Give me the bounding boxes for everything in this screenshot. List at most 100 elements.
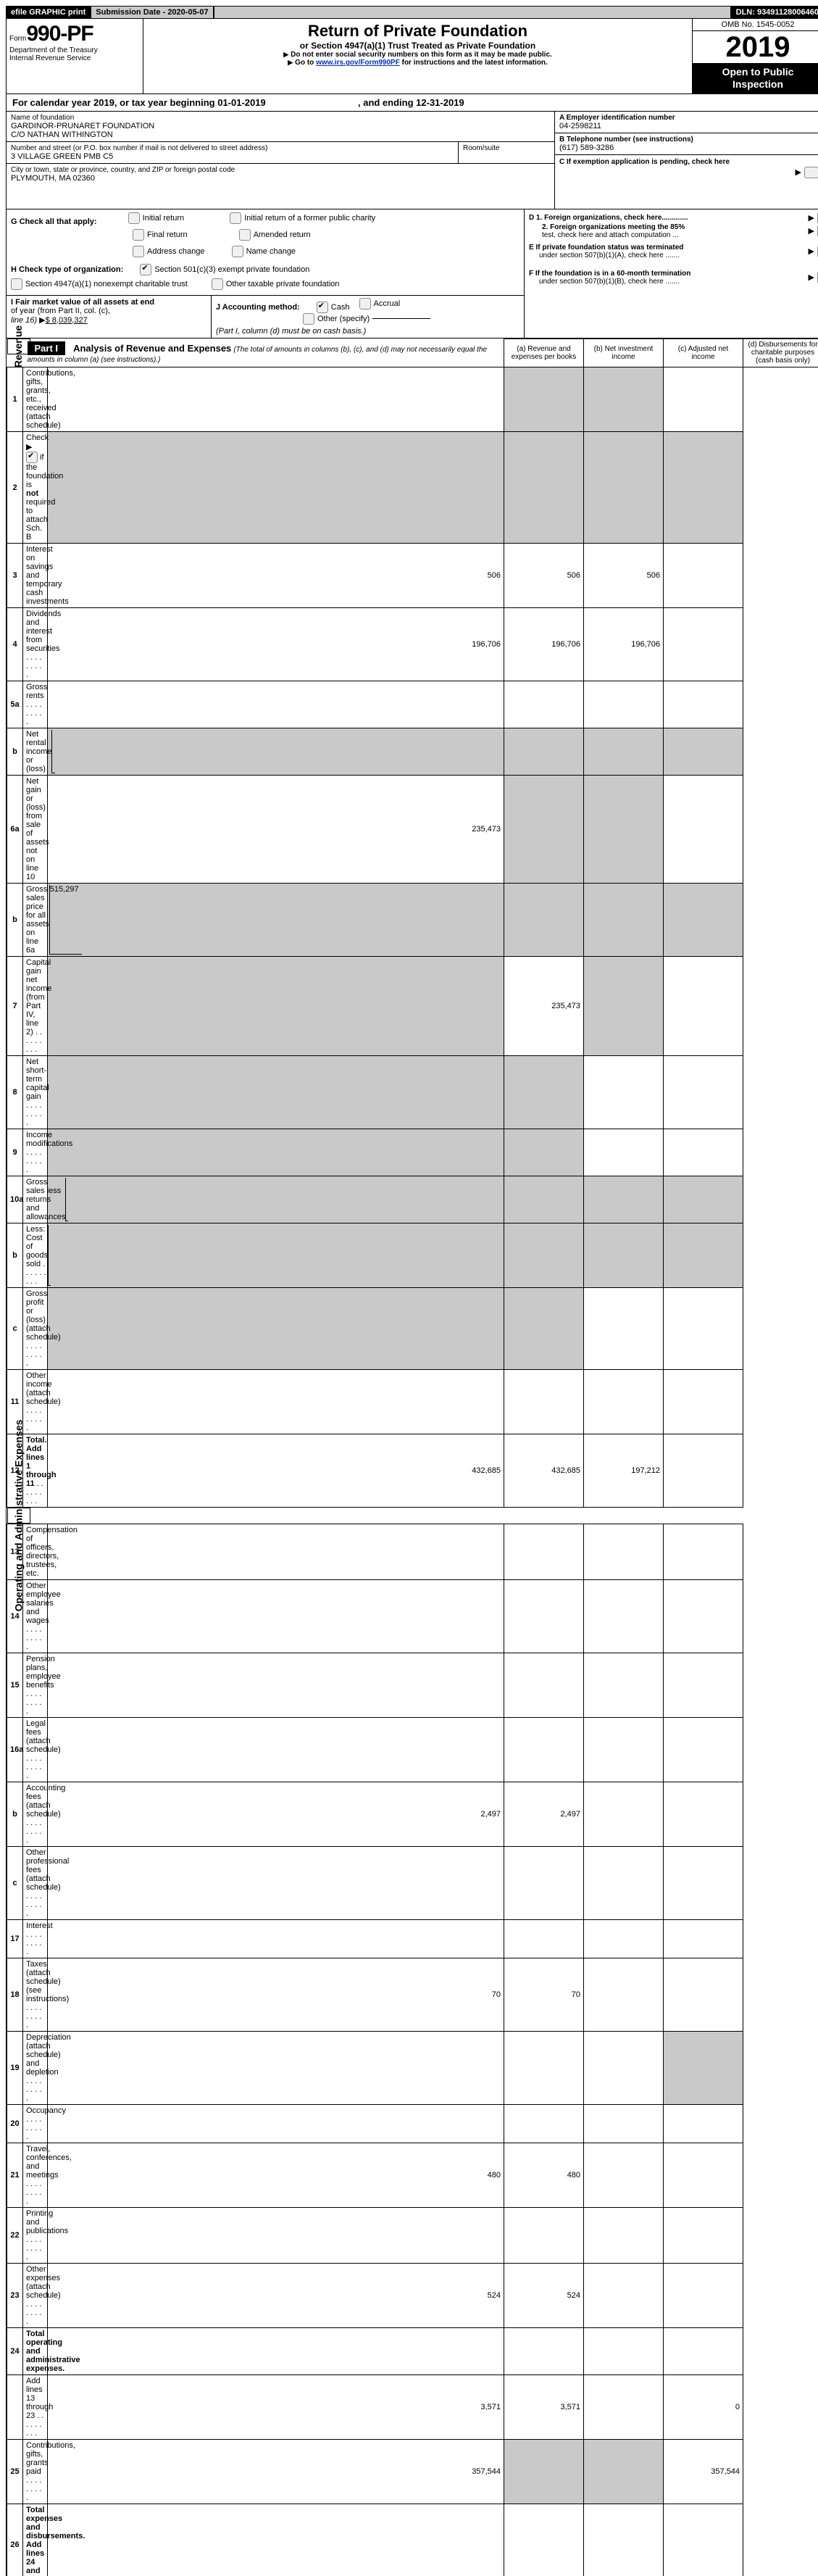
revenue-sidebar: Revenue [13, 325, 25, 367]
amount-cell: 3,571 [504, 2375, 584, 2440]
expenses-sidebar: Operating and Administrative Expenses [13, 1420, 25, 1612]
ssn-warning: Do not enter social security numbers on … [291, 51, 552, 59]
amount-cell [584, 884, 664, 957]
amended-return-checkbox[interactable] [239, 229, 251, 241]
goto-post: for instructions and the latest informat… [400, 59, 548, 67]
name-change-label: Name change [246, 247, 296, 256]
line-description: Contributions, gifts, grants paid [23, 2440, 48, 2504]
efile-tag: efile GRAPHIC print [6, 6, 91, 19]
accrual-checkbox[interactable] [359, 298, 371, 309]
other-taxable-checkbox[interactable] [212, 278, 223, 290]
line-description: Capital gain net income (from Part IV, l… [23, 957, 48, 1056]
final-return-checkbox[interactable] [133, 229, 144, 241]
amount-cell: 357,544 [664, 2504, 743, 2576]
amount-cell: 70 [504, 1958, 584, 2032]
amount-cell [584, 1288, 664, 1370]
line-number: 7 [7, 957, 23, 1056]
line-number: b [7, 1223, 23, 1288]
arrow-icon [288, 59, 295, 67]
amount-cell [664, 432, 743, 544]
goto-link[interactable]: www.irs.gov/Form990PF [316, 59, 400, 67]
amount-cell [664, 1524, 743, 1580]
amount-cell [48, 2208, 504, 2264]
line-description: Dividends and interest from securities [23, 608, 48, 681]
foundation-name-1: GARDINOR-PRUNARET FOUNDATION [11, 122, 550, 130]
amount-cell [504, 2440, 584, 2504]
4947-checkbox[interactable] [11, 278, 22, 290]
line-number: c [7, 1847, 23, 1920]
amount-cell [48, 2032, 504, 2105]
amount-cell [584, 1524, 664, 1580]
line-description: Net rental income or (loss) [23, 728, 48, 776]
amount-cell: 506 [584, 544, 664, 608]
cash-label: Cash [331, 303, 350, 312]
room-label: Room/suite [463, 144, 550, 152]
amount-cell: 70 [48, 1958, 504, 2032]
dept-treasury: Department of the Treasury [9, 46, 140, 54]
schb-checkbox[interactable] [26, 452, 38, 463]
cash-checkbox[interactable] [317, 302, 328, 313]
amount-cell [584, 2375, 664, 2440]
amount-cell [664, 2208, 743, 2264]
initial-former-checkbox[interactable] [230, 212, 241, 224]
501c3-checkbox[interactable] [140, 264, 151, 275]
line-description: Depreciation (attach schedule) and deple… [23, 2032, 48, 2105]
amount-cell [584, 1920, 664, 1958]
line-number: 23 [7, 2264, 23, 2328]
amount-cell: 480 [504, 2143, 584, 2208]
line-description: Gross sales less returns and allowances [23, 1176, 48, 1223]
form-word: Form [9, 35, 26, 43]
amount-cell [584, 1782, 664, 1847]
initial-return-checkbox[interactable] [128, 212, 140, 224]
city-value: PLYMOUTH, MA 02360 [11, 174, 550, 183]
line-number: b [7, 884, 23, 957]
foundation-name-2: C/O NATHAN WITHINGTON [11, 130, 550, 139]
line-number: 10a [7, 1176, 23, 1223]
form-title: Return of Private Foundation [146, 22, 689, 41]
amount-cell [504, 1370, 584, 1434]
i-label-1: I Fair market value of all assets at end [11, 298, 206, 307]
amount-cell: 357,544 [664, 2440, 743, 2504]
amount-cell [504, 681, 584, 728]
ein-label: A Employer identification number [559, 114, 818, 122]
other-method-checkbox[interactable] [303, 313, 314, 325]
amount-cell [504, 1288, 584, 1370]
address-change-checkbox[interactable] [133, 246, 144, 257]
name-label: Name of foundation [11, 114, 550, 122]
line-number [7, 2375, 23, 2440]
amount-cell [504, 2208, 584, 2264]
amount-cell: 480 [48, 2143, 504, 2208]
col-a-header: (a) Revenue and expenses per books [504, 338, 584, 367]
e1-label: E If private foundation status was termi… [529, 244, 683, 252]
g-label: G Check all that apply: [11, 217, 97, 226]
street-value: 3 VILLAGE GREEN PMB C5 [11, 152, 454, 161]
open-public-1: Open to Public [693, 66, 818, 78]
amount-cell [504, 1129, 584, 1176]
tax-year: 2019 [693, 31, 818, 63]
line-description: Accounting fees (attach schedule) [23, 1782, 48, 1847]
arrow-icon [283, 51, 291, 59]
c-label: C If exemption application is pending, c… [559, 158, 730, 166]
c-checkbox[interactable] [804, 167, 818, 178]
name-change-checkbox[interactable] [232, 246, 243, 257]
line-number: 24 [7, 2328, 23, 2375]
line-number: 26 [7, 2504, 23, 2576]
amount-cell [48, 1223, 504, 1288]
part1-table: Revenue Part I Analysis of Revenue and E… [7, 338, 818, 2576]
line-description: Taxes (attach schedule) (see instruction… [23, 1958, 48, 2032]
amount-cell: 196,706 [584, 608, 664, 681]
amount-cell [48, 1056, 504, 1129]
line-description: Other expenses (attach schedule) [23, 2264, 48, 2328]
initial-former-label: Initial return of a former public charit… [244, 214, 375, 223]
amount-cell [664, 1223, 743, 1288]
amount-cell [504, 1847, 584, 1920]
amount-cell: 3,571 [504, 2504, 584, 2576]
amount-cell: 506 [504, 544, 584, 608]
amount-cell: 524 [504, 2264, 584, 2328]
street-label: Number and street (or P.O. box number if… [11, 144, 454, 152]
amount-cell [584, 1223, 664, 1288]
amount-cell: 196,706 [48, 608, 504, 681]
amount-cell [504, 728, 584, 776]
amount-cell [48, 1653, 504, 1718]
amount-cell: 235,473 [48, 776, 504, 884]
